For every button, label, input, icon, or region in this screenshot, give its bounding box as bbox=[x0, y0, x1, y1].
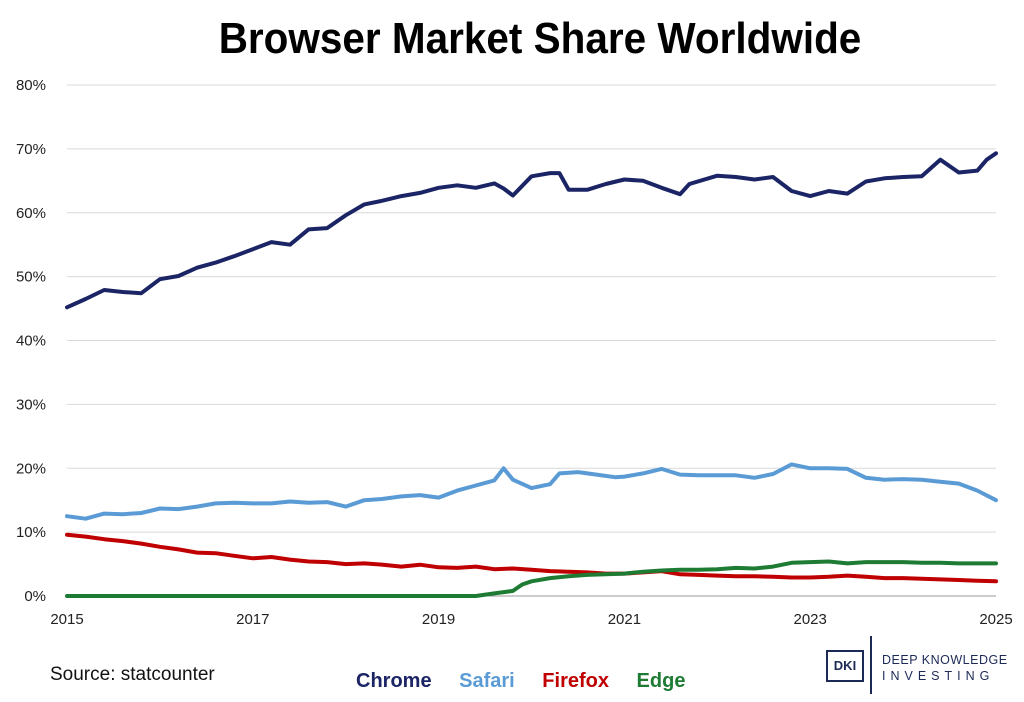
gridlines bbox=[67, 84, 996, 597]
x-tick-label: 2023 bbox=[794, 611, 827, 628]
logo-text-line1: DEEP KNOWLEDGE bbox=[882, 653, 1008, 667]
legend-item-edge: Edge bbox=[636, 670, 686, 692]
axis-labels: 0% 10% 20% 30% 40% 50% 60% 70% 80% 2015 2017 2019 20… bbox=[16, 77, 1013, 628]
logo-text-line2: INVESTING bbox=[882, 669, 995, 683]
legend-item-chrome: Chrome bbox=[356, 670, 432, 692]
legend: Chrome Safari Firefox Edge bbox=[356, 670, 707, 693]
y-tick-label: 50% bbox=[16, 269, 46, 286]
x-tick-label: 2019 bbox=[422, 611, 455, 628]
series-line-edge bbox=[65, 559, 998, 598]
series-line-firefox bbox=[65, 532, 998, 584]
logo-divider bbox=[870, 636, 872, 694]
logo-mark: DKI bbox=[826, 650, 864, 682]
x-tick-label: 2021 bbox=[608, 611, 641, 628]
x-tick-label: 2025 bbox=[979, 611, 1012, 628]
series-line-chrome bbox=[65, 151, 998, 310]
source-note: Source: statcounter bbox=[50, 664, 215, 685]
chart-title: Browser Market Share Worldwide bbox=[218, 14, 862, 63]
x-tick-label: 2015 bbox=[50, 611, 83, 628]
legend-item-safari: Safari bbox=[459, 670, 515, 692]
y-tick-label: 0% bbox=[24, 588, 46, 605]
brand-logo: DKI DEEP KNOWLEDGE INVESTING bbox=[826, 636, 1016, 696]
y-tick-label: 20% bbox=[16, 460, 46, 477]
y-tick-label: 80% bbox=[16, 77, 46, 94]
series-lines bbox=[65, 151, 998, 598]
series-line-safari bbox=[65, 462, 998, 521]
y-tick-label: 70% bbox=[16, 141, 46, 158]
y-tick-label: 40% bbox=[16, 333, 46, 350]
y-tick-label: 10% bbox=[16, 524, 46, 541]
legend-item-firefox: Firefox bbox=[542, 670, 609, 692]
y-tick-label: 60% bbox=[16, 205, 46, 222]
x-tick-label: 2017 bbox=[236, 611, 269, 628]
y-tick-label: 30% bbox=[16, 396, 46, 413]
